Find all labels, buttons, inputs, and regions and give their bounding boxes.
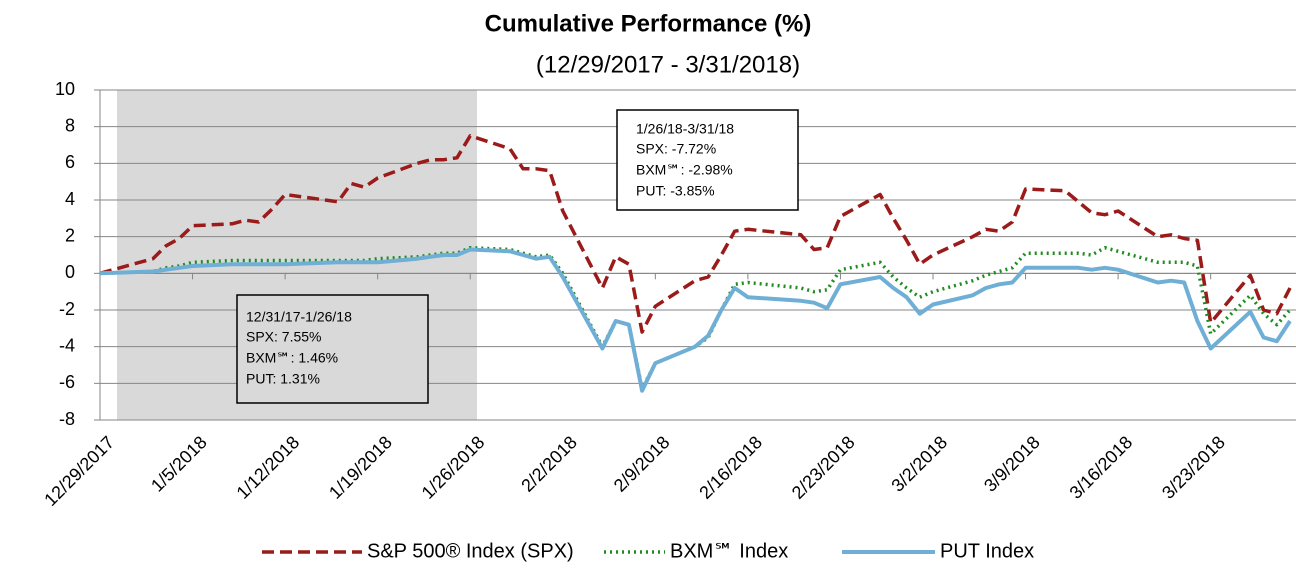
series-line xyxy=(99,134,1292,334)
x-tick-label: 3/9/2018 xyxy=(980,432,1044,496)
x-tick-label: 1/19/2018 xyxy=(325,432,396,503)
annotation-text: SPX: 7.55% xyxy=(246,329,322,345)
legend-label: BXM℠ Index xyxy=(670,540,788,562)
annotation: 1/26/18-3/31/18 SPX: -7.72% BXM℠: -2.98%… xyxy=(616,109,799,211)
y-tick-label: 0 xyxy=(65,262,75,282)
annotation-box xyxy=(236,294,429,404)
legend-label: S&P 500® Index (SPX) xyxy=(367,540,574,562)
annotation-text: PUT: -3.85% xyxy=(636,183,715,199)
annotation-box xyxy=(616,109,799,211)
chart-subtitle: (12/29/2017 - 3/31/2018) xyxy=(536,51,800,78)
annotation-text: BXM℠: -2.98% xyxy=(636,162,733,178)
y-tick-label: 8 xyxy=(65,115,75,135)
x-tick-label: 2/9/2018 xyxy=(610,432,674,496)
x-tick-label: 1/12/2018 xyxy=(233,432,304,503)
y-tick-label: 2 xyxy=(65,225,75,245)
annotation-text: PUT: 1.31% xyxy=(246,371,320,387)
y-tick-label: -2 xyxy=(59,299,75,319)
y-tick-label: 4 xyxy=(65,189,75,209)
y-tick-label: -8 xyxy=(59,409,75,429)
annotation: 12/31/17-1/26/18 SPX: 7.55% BXM℠: 1.46% … xyxy=(236,294,429,404)
x-tick-label: 1/5/2018 xyxy=(147,432,211,496)
plot xyxy=(99,134,1292,393)
x-tick-label: 2/2/2018 xyxy=(517,432,581,496)
x-tick-label: 2/23/2018 xyxy=(788,432,859,503)
y-tick-label: -4 xyxy=(59,335,75,355)
x-tick-label: 3/16/2018 xyxy=(1066,432,1137,503)
x-tick-label: 1/26/2018 xyxy=(418,432,489,503)
annotation-text: 12/31/17-1/26/18 xyxy=(246,309,352,325)
x-tick-label: 2/16/2018 xyxy=(695,432,766,503)
annotation-text: BXM℠: 1.46% xyxy=(246,350,338,366)
chart-title: Cumulative Performance (%) xyxy=(485,10,812,37)
series-line xyxy=(99,247,1292,393)
y-tick-label: 6 xyxy=(65,152,75,172)
x-tick-label: 3/23/2018 xyxy=(1158,432,1229,503)
x-tick-label: 3/2/2018 xyxy=(887,432,951,496)
y-tick-label: 10 xyxy=(55,79,75,99)
x-tick-label: 12/29/2017 xyxy=(40,432,118,510)
y-tick-label: -6 xyxy=(59,372,75,392)
legend-label: PUT Index xyxy=(940,540,1034,562)
annotation-text: SPX: -7.72% xyxy=(636,141,716,157)
annotation-text: 1/26/18-3/31/18 xyxy=(636,121,734,137)
